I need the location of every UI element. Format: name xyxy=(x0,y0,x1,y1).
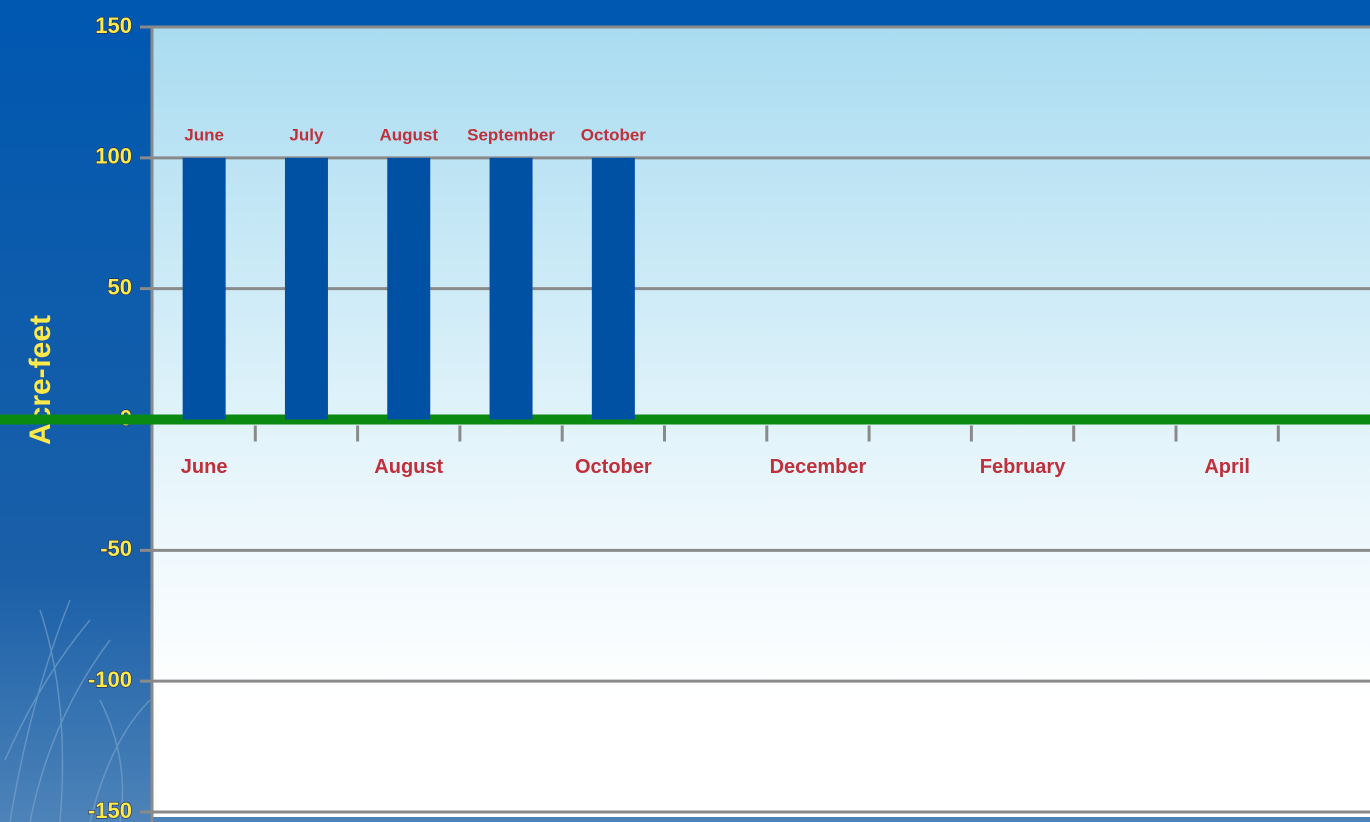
x-tick-label: October xyxy=(575,456,652,478)
y-axis-label: Acre-feet xyxy=(24,315,57,445)
bar-label: August xyxy=(379,125,438,144)
bar-label: September xyxy=(467,125,555,144)
x-tick-label: June xyxy=(181,456,228,478)
bar xyxy=(489,157,533,420)
bar xyxy=(591,157,635,420)
x-tick-label: February xyxy=(980,456,1066,478)
bar xyxy=(387,157,431,420)
bar xyxy=(284,157,328,420)
bar xyxy=(182,157,226,420)
grass-decoration xyxy=(4,599,151,822)
y-tick-label: -100 xyxy=(88,667,132,692)
x-tick-label: August xyxy=(374,456,443,478)
bar-label: October xyxy=(581,125,647,144)
y-tick-label: -50 xyxy=(100,536,132,561)
y-tick-label: 50 xyxy=(108,274,132,299)
x-tick-label: April xyxy=(1204,456,1250,478)
y-tick-label: 100 xyxy=(95,144,132,169)
y-tick-label: -150 xyxy=(88,798,132,822)
bar-label: July xyxy=(289,125,324,144)
y-tick-label: 150 xyxy=(95,13,132,38)
x-tick-label: December xyxy=(770,456,867,478)
bar-label: June xyxy=(184,125,224,144)
